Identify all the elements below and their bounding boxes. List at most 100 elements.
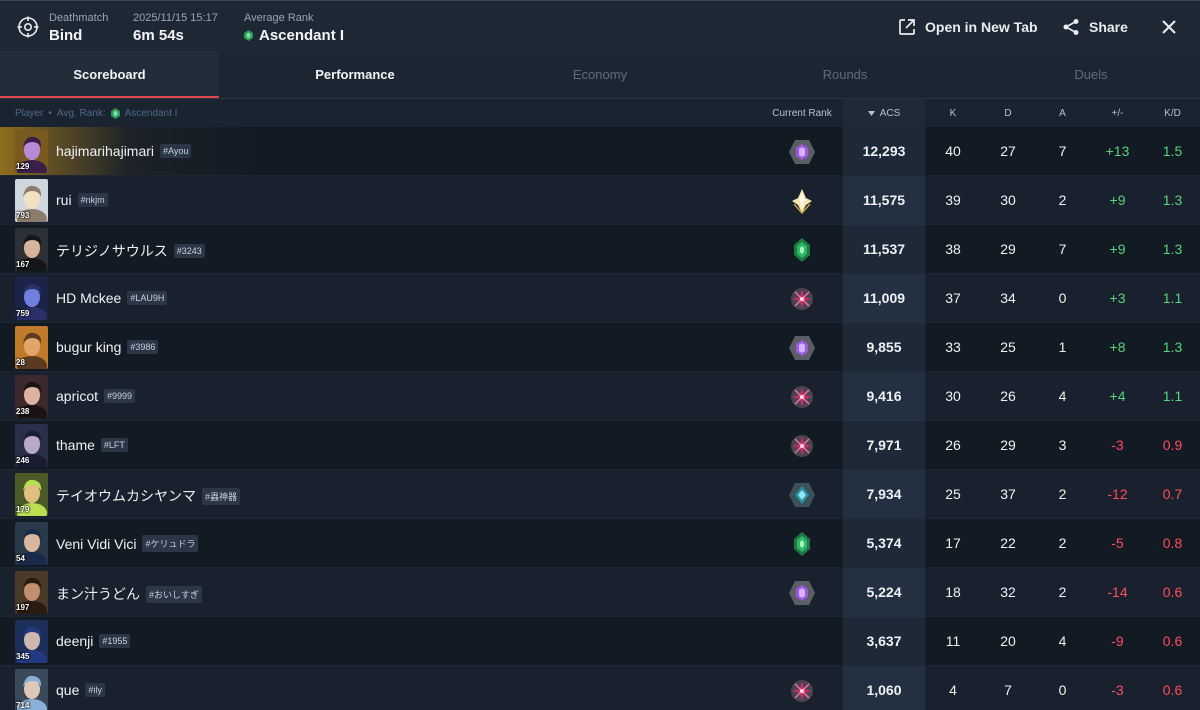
- tab-economy[interactable]: Economy: [572, 67, 628, 82]
- player-name[interactable]: まン汁うどん: [56, 586, 140, 602]
- player-name[interactable]: thame: [56, 437, 95, 453]
- average-rank-value: Ascendant I: [259, 27, 345, 44]
- plus-minus-value: +8: [1109, 339, 1126, 355]
- radiant-icon: [788, 188, 816, 215]
- agent-avatar: [15, 669, 48, 710]
- current-rank-header[interactable]: Current Rank: [772, 108, 832, 119]
- average-rank-block: Average Rank Ascendant I: [244, 12, 344, 45]
- account-level: 759: [16, 309, 30, 318]
- player-name[interactable]: hajimarihajimari: [56, 143, 155, 159]
- account-level: 793: [16, 211, 30, 220]
- player-name[interactable]: que: [56, 682, 80, 698]
- player-name-block[interactable]: rui #nkjm: [56, 192, 108, 208]
- tab-duels[interactable]: Duels: [1074, 67, 1108, 82]
- table-row[interactable]: 238 apricot #9999 9,416 30 26 4 +4 1.1: [0, 372, 1200, 421]
- player-name[interactable]: Veni Vidi Vici: [56, 535, 137, 552]
- table-row[interactable]: 197 まン汁うどん #おいしすぎ 5,224 18 32 2 -14 0.6: [0, 568, 1200, 617]
- player-name[interactable]: テリジノサウルス: [56, 243, 168, 259]
- player-tag: #おいしすぎ: [146, 585, 202, 603]
- table-row[interactable]: 759 HD Mckee #LAU9H 11,009 37 34 0 +3 1.1: [0, 274, 1200, 323]
- kills-value: 4: [949, 682, 957, 698]
- player-name-block[interactable]: deenji #1955: [56, 633, 131, 649]
- close-button[interactable]: [1161, 16, 1177, 38]
- table-row[interactable]: 179 テイオウムカシヤンマ #蟲神器 7,934 25 37 2 -12 0.7: [0, 470, 1200, 519]
- plus-minus-value: +4: [1109, 388, 1126, 404]
- deaths-value: 30: [1000, 192, 1016, 208]
- agent-avatar: [15, 571, 48, 614]
- immortal-icon: [788, 286, 816, 312]
- open-new-tab-button[interactable]: Open in New Tab: [898, 16, 1038, 38]
- player-name-block[interactable]: thame #LFT: [56, 437, 128, 453]
- table-row[interactable]: 28 bugur king #3986 9,855 33 25 1 +8 1.3: [0, 323, 1200, 372]
- assists-value: 2: [1058, 192, 1067, 208]
- assists-value: 3: [1058, 437, 1067, 453]
- player-tag: #9999: [104, 389, 136, 403]
- mode-map-block: Deathmatch Bind: [49, 12, 108, 45]
- agent-avatar: [15, 326, 48, 369]
- table-row[interactable]: 54 Veni Vidi Vici #ケリュドラ 5,374 17 22 2 -5 0.8: [0, 519, 1200, 568]
- share-icon: [1063, 19, 1079, 35]
- table-row[interactable]: 345 deenji #1955 3,637 11 20 4 -9 0.6: [0, 617, 1200, 666]
- account-level: 238: [16, 407, 30, 416]
- player-name-block[interactable]: テリジノサウルス #3243: [56, 241, 205, 261]
- kd-value: 1.1: [1162, 388, 1183, 404]
- kd-header[interactable]: K/D: [1164, 108, 1181, 119]
- player-tag: #Ayou: [160, 144, 192, 158]
- kd-value: 0.6: [1162, 633, 1183, 649]
- deaths-value: 20: [1000, 633, 1016, 649]
- player-name[interactable]: apricot: [56, 388, 99, 404]
- tab-rounds[interactable]: Rounds: [822, 67, 868, 82]
- plus-minus-value: +9: [1109, 241, 1126, 257]
- player-name[interactable]: deenji: [56, 633, 94, 649]
- kd-value: 1.3: [1162, 241, 1183, 257]
- player-name-block[interactable]: que #ily: [56, 682, 105, 698]
- player-name-block[interactable]: まン汁うどん #おいしすぎ: [56, 584, 202, 604]
- assists-header[interactable]: A: [1059, 108, 1066, 119]
- tab-performance[interactable]: Performance: [315, 67, 395, 82]
- kills-value: 18: [945, 584, 961, 600]
- table-row[interactable]: 793 rui #nkjm 11,575 39 30 2 +9 1.3: [0, 176, 1200, 225]
- kd-value: 0.7: [1162, 486, 1183, 502]
- acs-value: 7,934: [866, 486, 902, 502]
- acs-highlight: [843, 323, 925, 372]
- acs-highlight: [843, 568, 925, 617]
- player-name-block[interactable]: テイオウムカシヤンマ #蟲神器: [56, 486, 241, 506]
- player-name[interactable]: HD Mckee: [56, 290, 122, 306]
- player-name-block[interactable]: Veni Vidi Vici #ケリュドラ: [56, 535, 199, 552]
- table-row[interactable]: 714 que #ily 1,060 4 7 0 -3 0.6: [0, 666, 1200, 710]
- deaths-header[interactable]: D: [1004, 108, 1012, 119]
- player-name-block[interactable]: apricot #9999: [56, 388, 136, 404]
- table-row[interactable]: 129 hajimarihajimari #Ayou 12,293 40 27 7 +13 1.…: [0, 127, 1200, 176]
- plus-minus-value: -9: [1111, 633, 1124, 649]
- plus-minus-header[interactable]: +/-: [1111, 108, 1124, 119]
- player-name-block[interactable]: HD Mckee #LAU9H: [56, 290, 168, 306]
- deaths-value: 26: [1000, 388, 1016, 404]
- assists-value: 2: [1058, 535, 1067, 551]
- external-link-icon: [899, 19, 915, 35]
- acs-header-label: ACS: [879, 108, 901, 119]
- player-name[interactable]: テイオウムカシヤンマ: [56, 488, 196, 504]
- map-name: Bind: [49, 27, 83, 44]
- plus-minus-value: -3: [1111, 437, 1124, 453]
- acs-header[interactable]: ACS: [843, 108, 925, 119]
- deaths-value: 29: [1000, 437, 1016, 453]
- player-name[interactable]: bugur king: [56, 339, 122, 355]
- acs-value: 9,855: [866, 339, 902, 355]
- tab-scoreboard[interactable]: Scoreboard: [0, 51, 219, 98]
- agent-avatar: [15, 179, 48, 222]
- table-row[interactable]: 167 テリジノサウルス #3243 11,537 38 29 7 +9 1.3: [0, 225, 1200, 274]
- agent-avatar: [15, 522, 48, 565]
- share-label: Share: [1089, 19, 1128, 35]
- table-row[interactable]: 246 thame #LFT 7,971 26 29 3 -3 0.9: [0, 421, 1200, 470]
- player-tag: #蟲神器: [202, 487, 241, 505]
- player-name-block[interactable]: hajimarihajimari #Ayou: [56, 143, 192, 159]
- kd-value: 1.1: [1162, 290, 1183, 306]
- kd-value: 1.5: [1162, 143, 1183, 159]
- player-name[interactable]: rui: [56, 192, 72, 208]
- kills-header[interactable]: K: [949, 108, 957, 119]
- player-name-block[interactable]: bugur king #3986: [56, 339, 159, 355]
- agent-avatar: [15, 375, 48, 418]
- acs-highlight: [843, 127, 925, 176]
- kd-value: 0.6: [1162, 584, 1183, 600]
- share-button[interactable]: Share: [1062, 16, 1128, 38]
